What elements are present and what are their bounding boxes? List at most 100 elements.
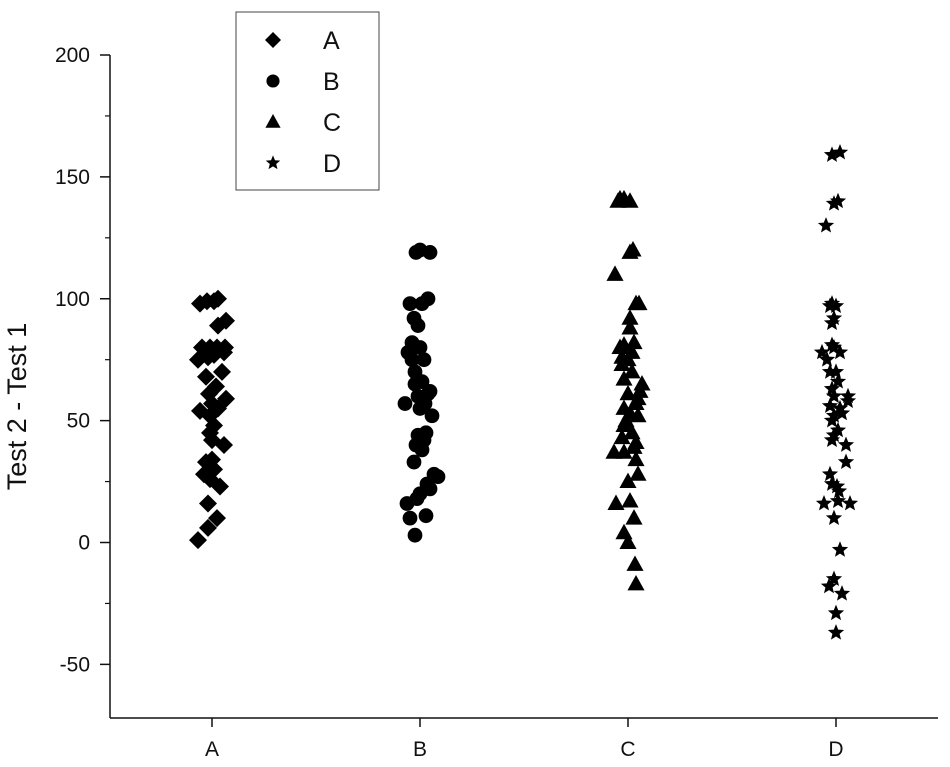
data-point-triangle bbox=[627, 450, 645, 467]
x-tick-label: C bbox=[620, 738, 635, 761]
data-point-diamond bbox=[199, 494, 217, 513]
legend-label: C bbox=[323, 109, 341, 137]
data-point-circle bbox=[402, 510, 418, 526]
legend-label: D bbox=[323, 150, 341, 178]
data-point-triangle bbox=[630, 294, 648, 311]
data-point-triangle bbox=[615, 399, 633, 415]
data-point-star bbox=[827, 624, 845, 640]
x-tick-label: A bbox=[205, 738, 219, 761]
data-point-triangle bbox=[621, 319, 639, 335]
data-point-circle bbox=[426, 466, 442, 482]
y-axis-title: Test 2 - Test 1 bbox=[2, 323, 32, 491]
data-point-star bbox=[827, 604, 845, 621]
data-point-circle bbox=[407, 527, 423, 543]
data-point-star bbox=[839, 387, 857, 404]
data-point-triangle bbox=[615, 523, 633, 540]
series-B bbox=[397, 242, 446, 543]
data-point-star bbox=[823, 380, 841, 396]
data-point-diamond bbox=[189, 531, 207, 550]
y-tick-label: 50 bbox=[67, 410, 90, 433]
data-point-triangle bbox=[606, 265, 624, 281]
data-point-star bbox=[823, 475, 841, 491]
data-point-triangle bbox=[607, 494, 625, 510]
y-tick-label: 0 bbox=[78, 532, 90, 555]
legend-label: B bbox=[323, 68, 340, 96]
data-point-star bbox=[825, 195, 843, 211]
data-point-triangle bbox=[619, 384, 637, 401]
data-point-triangle bbox=[619, 472, 637, 489]
data-point-star bbox=[825, 387, 843, 404]
y-axis-ticks: -50 0 50 100 150 200 bbox=[55, 44, 110, 676]
data-point-triangle bbox=[624, 241, 642, 257]
data-point-star bbox=[815, 494, 833, 511]
data-point-diamond bbox=[199, 518, 217, 537]
data-point-diamond bbox=[197, 367, 215, 386]
data-point-star bbox=[827, 297, 845, 313]
data-point-triangle bbox=[621, 492, 639, 508]
data-point-star bbox=[823, 146, 841, 162]
data-point-star bbox=[825, 309, 843, 326]
data-point-circle bbox=[404, 335, 420, 351]
data-point-diamond bbox=[209, 289, 227, 308]
series-D bbox=[813, 143, 859, 640]
data-point-diamond bbox=[203, 450, 221, 469]
series-A bbox=[189, 289, 235, 550]
data-point-star bbox=[839, 392, 857, 409]
data-point-star bbox=[828, 477, 846, 494]
data-point-circle bbox=[418, 425, 434, 441]
data-point-triangle bbox=[613, 348, 631, 364]
data-point-circle bbox=[418, 508, 434, 524]
data-point-star bbox=[837, 436, 855, 452]
data-point-star bbox=[831, 541, 849, 557]
data-point-circle bbox=[424, 408, 440, 424]
data-point-diamond bbox=[217, 389, 235, 408]
data-point-diamond bbox=[191, 401, 209, 420]
data-point-star bbox=[829, 373, 847, 389]
data-point-star bbox=[823, 336, 841, 352]
data-point-triangle bbox=[625, 509, 643, 525]
data-point-star bbox=[813, 343, 831, 360]
data-point-star bbox=[823, 295, 841, 311]
data-point-star bbox=[829, 492, 847, 508]
legend-marker-circle bbox=[266, 74, 280, 88]
series-C bbox=[605, 189, 651, 591]
x-tick-label: B bbox=[413, 738, 427, 761]
data-point-star bbox=[825, 407, 843, 423]
data-point-triangle bbox=[626, 555, 644, 571]
data-point-circle bbox=[422, 383, 438, 399]
data-point-triangle bbox=[633, 375, 651, 391]
data-point-star bbox=[821, 363, 839, 379]
data-point-circle bbox=[402, 296, 418, 312]
data-point-star bbox=[825, 509, 843, 526]
legend-label: A bbox=[323, 27, 340, 55]
data-point-triangle bbox=[623, 362, 641, 379]
data-point-diamond bbox=[207, 377, 225, 396]
data-point-triangle bbox=[619, 533, 637, 549]
data-point-star bbox=[821, 397, 839, 413]
legend-marker-diamond bbox=[265, 32, 281, 48]
data-point-star bbox=[829, 192, 847, 209]
data-point-star bbox=[825, 570, 843, 586]
data-point-circle bbox=[406, 310, 422, 326]
data-points bbox=[189, 143, 859, 640]
data-point-circle bbox=[397, 396, 413, 411]
x-tick-label: D bbox=[828, 738, 843, 761]
x-axis-ticks: A B C D bbox=[205, 718, 844, 761]
data-point-star bbox=[827, 363, 845, 379]
data-point-circle bbox=[416, 352, 432, 368]
y-tick-label: 100 bbox=[55, 288, 90, 311]
data-point-triangle bbox=[627, 574, 645, 591]
y-tick-label: -50 bbox=[60, 653, 90, 676]
data-point-triangle bbox=[627, 433, 645, 450]
y-tick-label: 200 bbox=[55, 44, 90, 67]
data-point-star bbox=[821, 465, 839, 482]
data-point-star bbox=[817, 217, 835, 233]
legend-marker-triangle bbox=[265, 114, 281, 128]
data-point-triangle bbox=[629, 465, 647, 481]
data-point-triangle bbox=[613, 428, 631, 445]
data-point-star bbox=[831, 399, 849, 416]
data-point-star bbox=[833, 404, 851, 421]
data-point-triangle bbox=[621, 192, 639, 208]
data-point-triangle bbox=[621, 309, 639, 325]
